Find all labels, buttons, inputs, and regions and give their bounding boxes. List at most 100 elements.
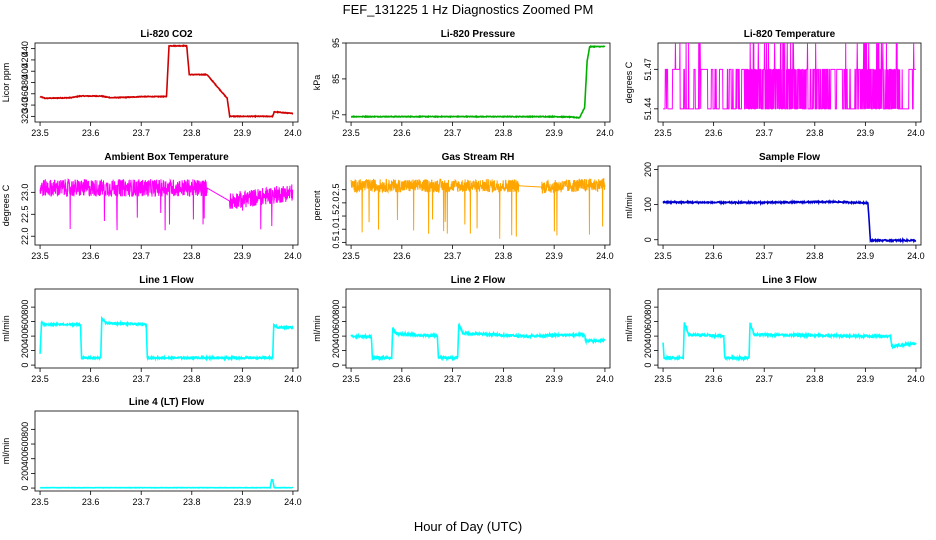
x-tick-label: 23.5 (342, 251, 360, 261)
y-tick-label: 340 (20, 98, 30, 113)
x-tick-label: 23.5 (654, 128, 672, 138)
x-tick-label: 23.9 (234, 128, 252, 138)
x-tick-label: 23.7 (444, 374, 462, 384)
y-tick-label: 1.5 (331, 210, 341, 223)
x-tick-label: 23.6 (705, 128, 723, 138)
chart-panel: Li-820 Pressure 23.5 23.6 23.7 23.8 23.9 24.0 7… (312, 29, 614, 138)
x-tick-label: 23.9 (857, 128, 875, 138)
x-tick-label: 23.6 (82, 128, 100, 138)
x-tick-label: 23.8 (806, 374, 824, 384)
x-tick-label: 24.0 (907, 128, 925, 138)
plot-frame (657, 288, 922, 369)
x-tick-label: 23.6 (705, 374, 723, 384)
plot-frame (657, 165, 922, 246)
panel-title: Sample Flow (759, 152, 820, 163)
chart-panel: Line 3 Flow 23.5 23.6 23.7 23.8 23.9 24.0 0 2004… (624, 275, 925, 384)
y-tick-label: 1.0 (331, 223, 341, 236)
panel-title: Line 1 Flow (139, 275, 194, 286)
x-tick-label: 23.5 (31, 374, 49, 384)
x-tick-label: 23.6 (82, 497, 100, 507)
x-tick-label: 23.9 (234, 497, 252, 507)
y-tick-label: 22.0 (20, 227, 30, 245)
data-series-line (39, 44, 294, 119)
data-series-line (39, 478, 294, 489)
y-axis-label: Licor ppm (1, 63, 11, 103)
y-tick-label: 440 (20, 41, 30, 56)
x-tick-label: 23.6 (393, 128, 411, 138)
x-tick-label: 23.9 (545, 128, 563, 138)
y-tick-label: 0 (20, 486, 30, 491)
x-tick-label: 23.9 (857, 374, 875, 384)
chart-panel: Li-820 Temperature 23.5 23.6 23.7 23.8 23.9 24… (624, 29, 925, 138)
x-tick-label: 23.7 (132, 497, 150, 507)
panel-title: Line 4 (LT) Flow (129, 397, 205, 408)
x-tick-label: 23.6 (393, 251, 411, 261)
y-tick-label: 600 (643, 314, 653, 329)
y-tick-label: 400 (20, 64, 30, 79)
x-tick-label: 23.7 (755, 128, 773, 138)
data-series-line (39, 178, 294, 231)
y-tick-label: 75 (331, 110, 341, 120)
x-tick-label: 23.7 (444, 251, 462, 261)
panel-title: Gas Stream RH (442, 152, 515, 163)
plot-frame (34, 288, 299, 369)
y-tick-label: 2.0 (331, 197, 341, 210)
y-axis-label: ml/min (312, 315, 322, 342)
y-tick-label: 51.47 (643, 58, 653, 81)
data-series-line (350, 178, 606, 239)
x-tick-label: 23.9 (545, 251, 563, 261)
x-tick-label: 23.8 (183, 251, 201, 261)
plot-frame (345, 288, 611, 369)
x-tick-label: 23.8 (495, 251, 513, 261)
plot-frame (34, 165, 299, 246)
x-tick-label: 23.8 (806, 251, 824, 261)
y-tick-label: 800 (20, 300, 30, 315)
x-tick-label: 24.0 (907, 374, 925, 384)
x-tick-label: 23.8 (806, 128, 824, 138)
y-tick-label: 200 (643, 343, 653, 358)
x-tick-label: 23.7 (132, 251, 150, 261)
panel-title: Li-820 Pressure (441, 29, 516, 40)
x-tick-label: 23.8 (183, 128, 201, 138)
x-tick-label: 23.5 (654, 374, 672, 384)
x-tick-label: 23.7 (755, 251, 773, 261)
x-tick-label: 23.6 (82, 251, 100, 261)
panel-title: Line 3 Flow (762, 275, 817, 286)
x-tick-label: 24.0 (284, 128, 302, 138)
figure-title: FEF_131225 1 Hz Diagnostics Zoomed PM (343, 2, 594, 17)
x-tick-label: 23.5 (31, 251, 49, 261)
y-tick-label: 0 (643, 363, 653, 368)
y-axis-label: ml/min (624, 192, 634, 219)
y-tick-label: 200 (331, 343, 341, 358)
y-tick-label: 0.5 (331, 236, 341, 249)
x-tick-label: 23.6 (82, 374, 100, 384)
data-series-line (39, 315, 294, 362)
x-tick-label: 23.8 (183, 497, 201, 507)
x-tick-label: 24.0 (284, 374, 302, 384)
panel-title: Li-820 CO2 (140, 29, 193, 40)
y-axis-label: ml/min (1, 438, 11, 465)
chart-panel: Line 1 Flow 23.5 23.6 23.7 23.8 23.9 24.0 0 2004… (1, 275, 302, 384)
data-series-line (663, 43, 916, 110)
plot-frame (345, 165, 611, 246)
data-series-line (662, 198, 917, 245)
x-tick-label: 23.6 (393, 374, 411, 384)
x-tick-label: 23.9 (857, 251, 875, 261)
y-tick-label: 200 (20, 466, 30, 481)
y-tick-label: 800 (20, 422, 30, 437)
y-tick-label: 95 (331, 38, 341, 48)
chart-panel: Sample Flow 23.5 23.6 23.7 23.8 23.9 24.0 0 100 2… (624, 152, 925, 261)
plot-frame (657, 42, 922, 123)
x-tick-label: 24.0 (596, 374, 614, 384)
data-series-line (350, 44, 606, 119)
panel-title: Li-820 Temperature (744, 29, 836, 40)
x-tick-label: 23.8 (495, 374, 513, 384)
x-tick-label: 23.7 (755, 374, 773, 384)
x-tick-label: 24.0 (907, 251, 925, 261)
data-series-line (662, 322, 917, 362)
y-tick-label: 0 (20, 363, 30, 368)
y-tick-label: 100 (643, 197, 653, 212)
y-tick-label: 380 (20, 75, 30, 90)
x-tick-label: 23.5 (31, 128, 49, 138)
x-tick-label: 23.5 (654, 251, 672, 261)
